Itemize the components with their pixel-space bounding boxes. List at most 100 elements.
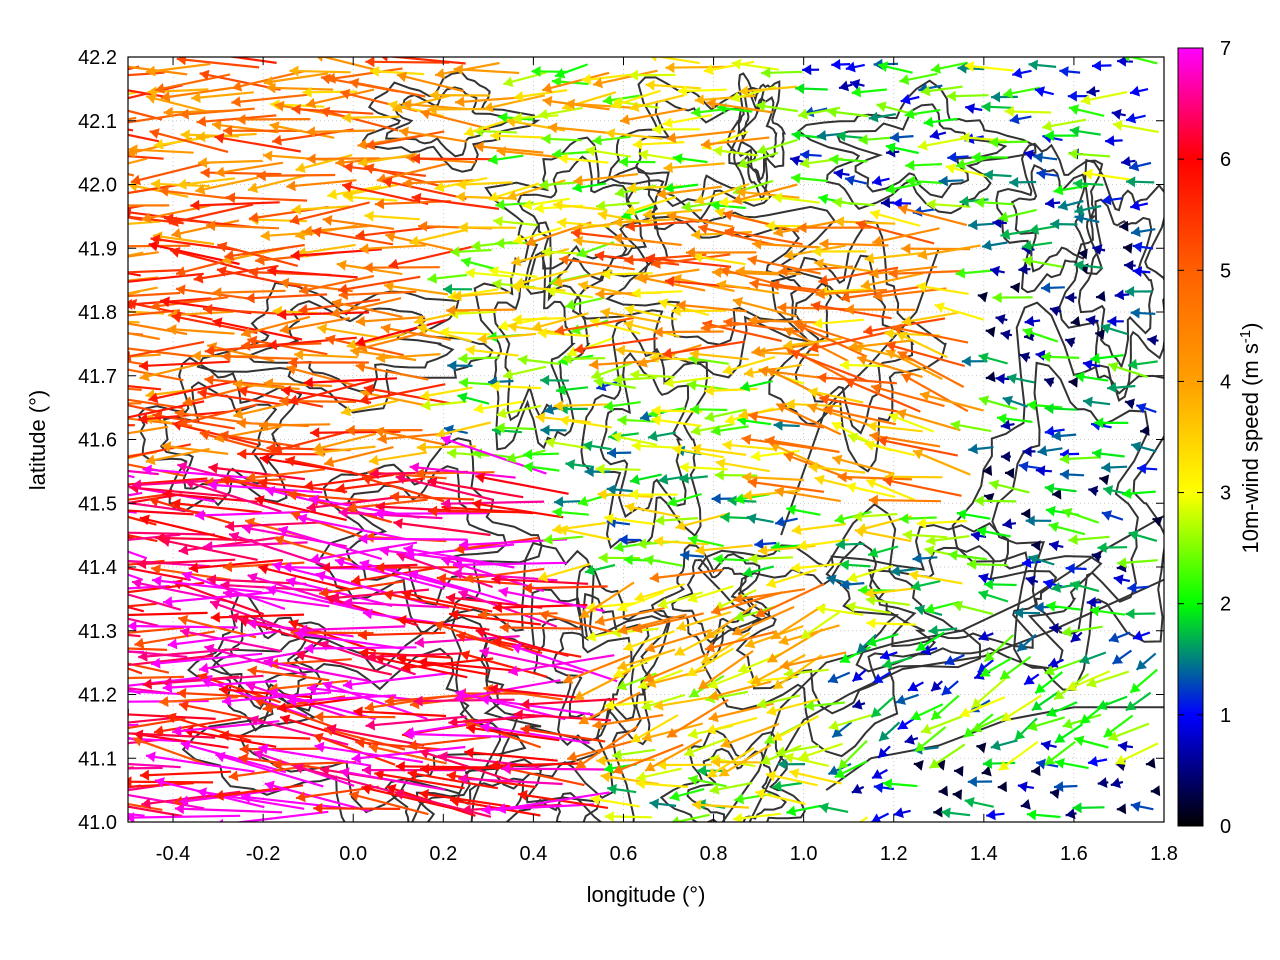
wind-arrow-head: [971, 722, 983, 733]
y-axis-ticks: 41.041.141.241.341.441.541.641.741.841.9…: [78, 47, 1164, 834]
wind-arrow: [960, 132, 1008, 144]
wind-arrow: [827, 106, 869, 118]
wind-arrow-head: [44, 520, 54, 530]
wind-arrow: [866, 633, 899, 647]
wind-arrow-head: [501, 763, 511, 775]
wind-arrow-shaft: [537, 562, 591, 581]
wind-arrow-head: [384, 695, 395, 707]
wind-arrow-head: [562, 673, 574, 684]
wind-arrow-shaft: [455, 96, 522, 104]
wind-arrow: [869, 265, 938, 279]
wind-arrow: [128, 617, 159, 627]
wind-arrow: [718, 196, 770, 208]
wind-arrow: [1049, 622, 1062, 634]
wind-arrow: [128, 567, 191, 581]
wind-arrow-head: [517, 789, 528, 801]
wind-arrow: [941, 807, 971, 819]
wind-arrow-shaft: [128, 183, 189, 198]
wind-arrow: [1114, 289, 1130, 301]
wind-arrow: [341, 112, 401, 124]
wind-arrow-head: [957, 62, 967, 74]
wind-arrow-shaft: [626, 185, 683, 190]
wind-arrow-head: [723, 317, 733, 328]
wind-arrow-head: [84, 643, 93, 654]
wind-arrow-head: [279, 395, 289, 407]
wind-arrow: [1130, 801, 1154, 812]
wind-arrow: [687, 585, 734, 603]
y-tick-label: 41.7: [78, 366, 117, 388]
wind-arrow-shaft: [267, 336, 357, 347]
wind-arrow: [852, 510, 898, 522]
wind-arrow: [1031, 691, 1059, 712]
wind-arrow: [219, 730, 311, 741]
wind-arrow-head: [1024, 674, 1035, 685]
wind-arrow-head: [445, 592, 456, 604]
wind-arrow-head: [722, 439, 732, 451]
wind-arrow-shaft: [174, 807, 283, 814]
wind-arrow-shaft: [177, 177, 236, 187]
wind-arrow-head: [692, 251, 703, 263]
wind-arrow: [552, 521, 607, 535]
wind-arrow: [786, 504, 821, 516]
wind-arrow-shaft: [742, 489, 801, 498]
wind-arrow-head: [241, 792, 251, 803]
wind-arrow: [687, 534, 724, 548]
wind-arrow-head: [1101, 462, 1111, 473]
wind-arrow: [286, 179, 357, 192]
wind-arrow: [676, 300, 747, 313]
wind-arrow-head: [60, 155, 70, 166]
wind-arrow-shaft: [286, 366, 357, 387]
wind-arrow: [531, 312, 589, 332]
wind-arrow: [1019, 352, 1031, 363]
wind-arrow-head: [488, 683, 499, 695]
wind-arrow-head: [734, 493, 745, 505]
wind-arrow-head: [585, 145, 596, 157]
x-tick-label: 1.8: [1150, 843, 1178, 865]
wind-arrow: [421, 399, 467, 411]
wind-arrow-shaft: [573, 239, 635, 248]
wind-arrow-shaft: [240, 315, 311, 336]
wind-arrow-shaft: [309, 541, 418, 562]
wind-arrow: [897, 204, 968, 227]
wind-arrow: [128, 776, 214, 788]
wind-arrow-shaft: [666, 698, 729, 739]
wind-arrow: [847, 564, 894, 583]
wind-arrow-head: [167, 638, 178, 650]
wind-arrow-head: [1113, 574, 1124, 585]
wind-arrow-head: [321, 562, 331, 574]
wind-arrow-head: [177, 461, 188, 473]
wind-arrow-head: [641, 700, 652, 711]
wind-arrow-head: [477, 333, 487, 345]
wind-arrow: [128, 111, 192, 124]
wind-arrow: [631, 287, 683, 299]
wind-arrow-shaft: [326, 726, 425, 747]
wind-arrow-head: [288, 357, 297, 368]
wind-arrow: [1022, 327, 1059, 343]
wind-arrow-head: [435, 428, 446, 439]
wind-arrow: [128, 585, 170, 590]
wind-arrow-head: [978, 352, 989, 364]
wind-arrow: [311, 226, 394, 246]
wind-arrow-shaft: [448, 714, 547, 724]
wind-arrow: [339, 767, 446, 791]
wind-arrow: [1044, 483, 1077, 494]
wind-arrow: [477, 332, 537, 345]
wind-arrow: [839, 559, 871, 571]
wind-arrow-head: [911, 580, 921, 592]
wind-arrow-head: [732, 296, 743, 308]
wind-arrow-head: [295, 162, 306, 173]
wind-arrow-head: [128, 298, 133, 310]
wind-arrow-shaft: [697, 649, 754, 690]
wind-arrow: [613, 654, 660, 678]
wind-arrow: [128, 493, 166, 501]
wind-arrow: [864, 586, 921, 599]
wind-arrow-shaft: [179, 629, 283, 653]
wind-arrow-head: [773, 226, 784, 238]
wind-arrow-head: [637, 357, 648, 368]
wind-arrow: [765, 568, 817, 589]
wind-arrow: [202, 303, 287, 316]
wind-arrow-head: [343, 597, 353, 609]
wind-arrow-shaft: [312, 432, 377, 451]
wind-arrow: [128, 89, 166, 98]
wind-arrow-head: [897, 719, 909, 730]
